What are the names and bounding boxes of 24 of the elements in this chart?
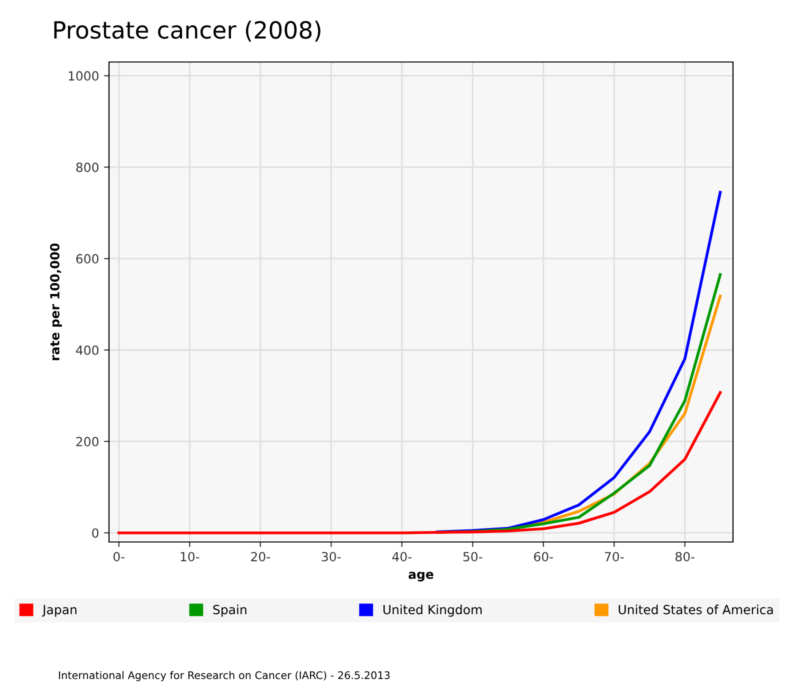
text: International Agency for Research on Cancer (IARC) - 26.5.2013 <box>59 671 390 682</box>
legend-label: United Kingdom <box>383 604 482 617</box>
y-tick-label: 200 <box>76 436 98 446</box>
y-axis-title: rate per 100,000 <box>50 243 62 360</box>
x-tick-label: 70- <box>604 552 624 562</box>
x-tick-label: 60- <box>534 552 553 562</box>
y-tick-label: 1000 <box>68 71 98 81</box>
y-tick-label: 400 <box>76 345 98 355</box>
y-tick-label: 600 <box>76 254 98 264</box>
x-tick-label: 30- <box>322 552 341 562</box>
legend-label: Japan <box>42 605 76 617</box>
x-tick-label: 0- <box>114 552 125 562</box>
chart-title: Prostate cancer (2008) <box>54 20 320 42</box>
x-tick-label: 40- <box>392 552 412 562</box>
x-tick-label: 50- <box>463 552 482 562</box>
x-tick-label: 20- <box>251 552 270 562</box>
line-series <box>118 391 722 534</box>
x-tick-label: 10- <box>180 552 200 562</box>
y-tick-label: 800 <box>76 162 98 172</box>
y-tick-label: 0 <box>92 528 98 538</box>
legend-label: United States of America <box>618 604 773 614</box>
legend-label: Spain <box>213 604 246 617</box>
x-tick-label: 80- <box>676 552 694 562</box>
x-axis-title: age <box>408 572 434 582</box>
